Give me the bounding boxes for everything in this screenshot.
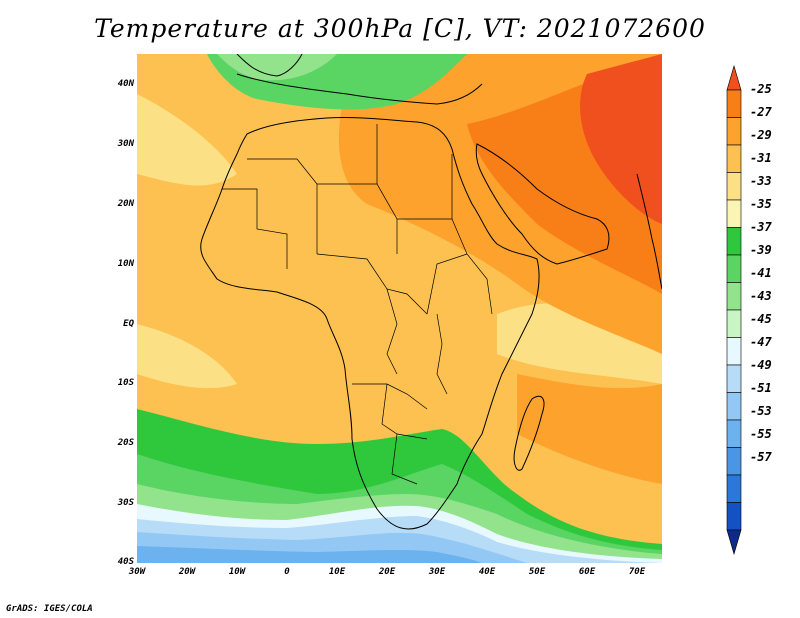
colorbar-swatch (726, 364, 742, 393)
iberia-coast (236, 54, 303, 77)
lon-label: 10E (328, 567, 346, 577)
border-lakes (436, 313, 448, 395)
colorbar-swatch (726, 337, 742, 366)
lat-label: 30N (117, 139, 134, 149)
india-coast (636, 173, 662, 290)
colorbar-cap-top (726, 64, 742, 91)
colorbar-label: -53 (750, 404, 772, 418)
colorbar-label: -43 (750, 289, 772, 303)
field-se-29 (517, 374, 662, 484)
arabia-coast (475, 143, 610, 265)
colorbar-label: -51 (750, 381, 772, 395)
border-south-1 (352, 383, 428, 410)
lon-label: 70E (628, 567, 646, 577)
lon-label: 40E (478, 567, 496, 577)
field-north-lightgreen (217, 54, 337, 81)
lat-label: EQ (123, 319, 134, 329)
colorbar-label: -49 (750, 358, 772, 372)
country-borders (222, 124, 493, 485)
colorbar-label: -39 (750, 243, 772, 257)
africa-coast (200, 116, 540, 530)
lat-label: 40N (117, 79, 134, 89)
colorbar-label: -27 (750, 105, 772, 119)
credit-footer: GrADS: IGES/COLA (6, 604, 93, 614)
lat-label: 20N (117, 199, 134, 209)
lon-label: 30E (428, 567, 446, 577)
colorbar-swatch (726, 447, 742, 476)
border-central-2 (386, 288, 398, 375)
madagascar-coast (513, 395, 545, 471)
colorbar-swatch (726, 199, 742, 228)
colorbar-label: -33 (750, 174, 772, 188)
colorbar-swatch (726, 392, 742, 421)
lat-label: 30S (117, 498, 134, 508)
map-title: Temperature at 300hPa [C], VT: 202107260… (94, 14, 706, 43)
colorbar-swatch (726, 117, 742, 146)
temperature-map (137, 54, 662, 563)
border-sahara-2 (317, 183, 398, 254)
field-s-blue3 (137, 546, 482, 563)
colorbar-swatch (726, 89, 742, 118)
colorbar-cap-bottom (726, 529, 742, 556)
lon-label: 10W (228, 567, 246, 577)
colorbar-label: -31 (750, 151, 772, 165)
lon-label: 60E (578, 567, 596, 577)
colorbar-label: -37 (750, 220, 772, 234)
border-south-3 (391, 433, 418, 485)
lat-label: 10N (117, 259, 134, 269)
colorbar-swatch (726, 282, 742, 311)
colorbar-swatch (726, 474, 742, 503)
field-west-pale (137, 94, 237, 186)
border-west-1 (222, 188, 288, 269)
colorbar-label: -57 (750, 450, 772, 464)
border-east-1 (451, 218, 493, 315)
lon-label: 20E (378, 567, 396, 577)
border-south-2 (381, 383, 428, 440)
colorbar-label: -55 (750, 427, 772, 441)
border-east-2 (426, 253, 468, 315)
colorbar-label: -45 (750, 312, 772, 326)
colorbar-swatch (726, 309, 742, 338)
colorbar-swatch (726, 227, 742, 256)
colorbar-swatch (726, 144, 742, 173)
colorbar-swatch (726, 172, 742, 201)
coastlines (200, 54, 662, 530)
lat-label: 10S (117, 378, 134, 388)
colorbar (726, 64, 742, 556)
field-equator-pale (137, 324, 237, 389)
lat-label: 40S (117, 557, 134, 567)
colorbar-swatch (726, 419, 742, 448)
colorbar-label: -41 (750, 266, 772, 280)
border-sahara-1 (247, 158, 318, 254)
mediterranean-coast (236, 73, 483, 105)
colorbar-swatch (726, 254, 742, 283)
lat-label: 20S (117, 438, 134, 448)
field-ne-25 (580, 54, 662, 224)
colorbar-label: -25 (750, 82, 772, 96)
lon-label: 20W (178, 567, 196, 577)
lon-label: 50E (528, 567, 546, 577)
lon-label: 30W (128, 567, 146, 577)
colorbar-label: -29 (750, 128, 772, 142)
colorbar-label: -47 (750, 335, 772, 349)
colorbar-label: -35 (750, 197, 772, 211)
lon-label: 0 (284, 567, 290, 577)
colorbar-swatch (726, 502, 742, 531)
